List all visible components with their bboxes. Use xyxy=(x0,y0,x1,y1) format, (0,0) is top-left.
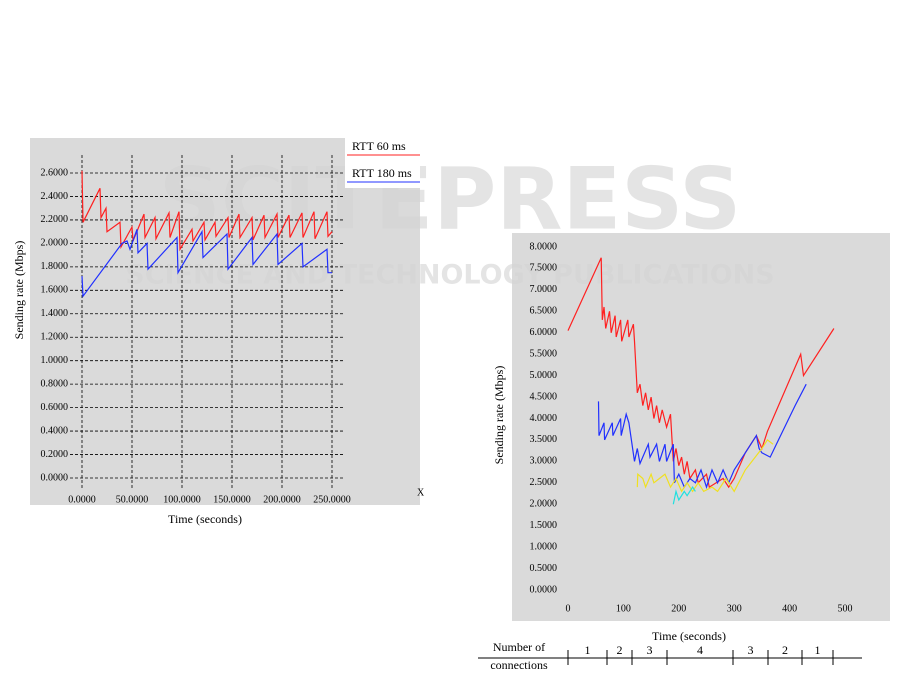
x-tick-label: 250.0000 xyxy=(313,494,351,505)
series-line xyxy=(81,229,332,298)
y-tick-label: 8.0000 xyxy=(530,241,558,252)
y-tick-label: 2.6000 xyxy=(41,167,69,178)
table-cell: 1 xyxy=(815,643,821,657)
legend-box xyxy=(345,138,420,188)
y-tick-label: 0.0000 xyxy=(41,472,69,483)
y-tick-label: 2.0000 xyxy=(41,238,69,249)
y-tick-label: 1.8000 xyxy=(41,261,69,272)
x-tick-label: 200.0000 xyxy=(263,494,301,505)
y-axis-label: Sending rate (Mbps) xyxy=(492,366,506,465)
y-tick-label: 5.0000 xyxy=(530,370,558,381)
table-cell: 2 xyxy=(617,643,623,657)
y-tick-label: 3.5000 xyxy=(530,434,558,445)
y-tick-label: 6.5000 xyxy=(530,306,558,317)
y-tick-label: 7.0000 xyxy=(530,284,558,295)
series-line xyxy=(597,383,807,490)
series-line xyxy=(81,170,333,252)
table-cell: 2 xyxy=(782,643,788,657)
legend-label: RTT 60 ms xyxy=(352,139,406,153)
y-tick-label: 1.2000 xyxy=(41,332,69,343)
x-tick-label: 500 xyxy=(838,603,853,614)
y-tick-label: 7.5000 xyxy=(530,263,558,274)
y-tick-label: 1.4000 xyxy=(41,308,69,319)
y-tick-label: 1.6000 xyxy=(41,285,69,296)
legend-label: RTT 180 ms xyxy=(352,166,412,180)
y-tick-label: 0.8000 xyxy=(41,378,69,389)
y-tick-label: 5.5000 xyxy=(530,348,558,359)
y-axis-label: Sending rate (Mbps) xyxy=(12,241,26,340)
table-cell: 3 xyxy=(647,643,653,657)
y-tick-label: 2.4000 xyxy=(41,191,69,202)
x-tick-label: 100 xyxy=(616,603,631,614)
x-tick-label: 400 xyxy=(782,603,797,614)
y-tick-label: 0.6000 xyxy=(41,402,69,413)
y-tick-label: 1.0000 xyxy=(41,355,69,366)
annotation: X xyxy=(417,487,425,498)
y-tick-label: 3.0000 xyxy=(530,456,558,467)
table-header: connections xyxy=(490,658,548,672)
x-tick-label: 100.0000 xyxy=(163,494,201,505)
y-tick-label: 1.5000 xyxy=(530,520,558,531)
series-line xyxy=(636,439,774,493)
y-tick-label: 4.5000 xyxy=(530,391,558,402)
table-header: Number of xyxy=(493,640,545,654)
x-tick-label: 50.0000 xyxy=(116,494,149,505)
x-axis-label: Time (seconds) xyxy=(168,512,242,526)
y-tick-label: 4.0000 xyxy=(530,413,558,424)
table-cell: 4 xyxy=(697,643,703,657)
series-line xyxy=(672,485,696,505)
y-tick-label: 1.0000 xyxy=(530,541,558,552)
table-cell: 3 xyxy=(748,643,754,657)
y-tick-label: 0.2000 xyxy=(41,449,69,460)
x-tick-label: 300 xyxy=(727,603,742,614)
y-tick-label: 2.2000 xyxy=(41,214,69,225)
x-tick-label: 200 xyxy=(671,603,686,614)
x-tick-label: 150.0000 xyxy=(213,494,251,505)
y-tick-label: 0.0000 xyxy=(530,584,558,595)
x-tick-label: 0.0000 xyxy=(68,494,96,505)
plot-background xyxy=(512,233,890,621)
y-tick-label: 2.5000 xyxy=(530,477,558,488)
series-line xyxy=(567,257,835,489)
y-tick-label: 2.0000 xyxy=(530,499,558,510)
y-tick-label: 0.4000 xyxy=(41,425,69,436)
x-tick-label: 0 xyxy=(566,603,571,614)
y-tick-label: 6.0000 xyxy=(530,327,558,338)
table-cell: 1 xyxy=(585,643,591,657)
plot-background xyxy=(30,138,420,505)
y-tick-label: 0.5000 xyxy=(530,563,558,574)
x-axis-label: Time (seconds) xyxy=(652,629,726,643)
